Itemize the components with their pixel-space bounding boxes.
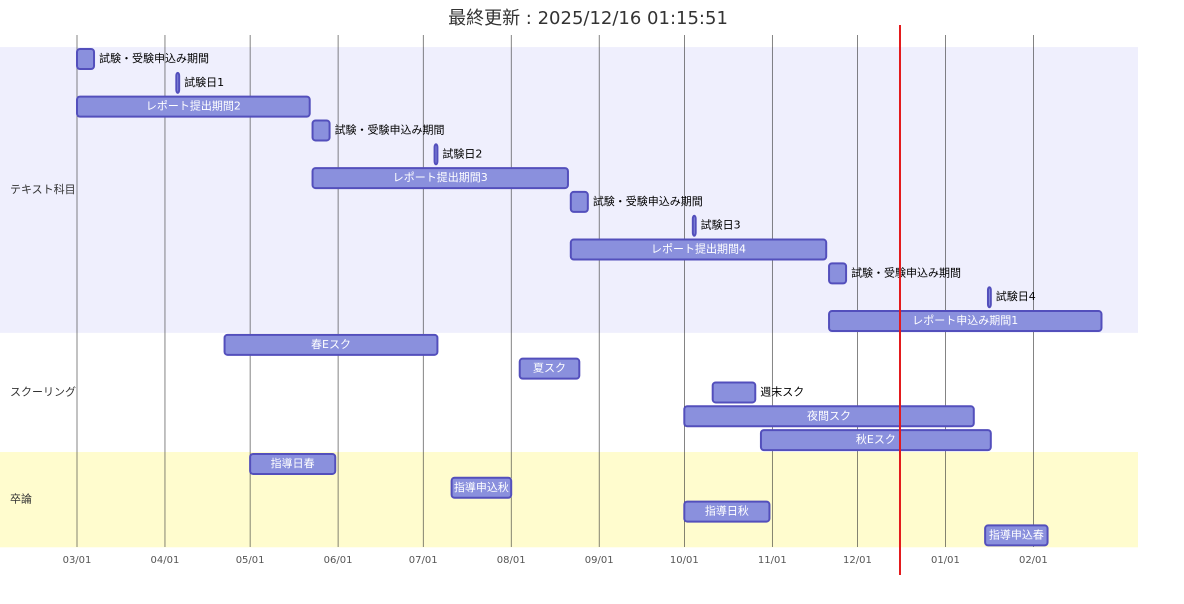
task-label: レポート提出期間2 xyxy=(146,99,241,113)
section-label: テキスト科目 xyxy=(10,182,76,196)
task-label: 指導日春 xyxy=(271,456,315,470)
task-bar xyxy=(249,452,337,475)
x-tick-label: 10/01 xyxy=(670,555,699,566)
task-label: 試験日3 xyxy=(701,218,741,232)
task-bar xyxy=(828,262,848,285)
section-band xyxy=(0,47,1138,333)
task-bar xyxy=(433,143,439,166)
x-tick-label: 08/01 xyxy=(497,555,526,566)
task-label: レポート提出期間4 xyxy=(651,242,746,256)
task-bar xyxy=(828,310,1103,333)
x-tick-label: 12/01 xyxy=(843,555,872,566)
x-tick-label: 11/01 xyxy=(758,555,787,566)
chart-title: 最終更新 : 2025/12/16 01:15:51 xyxy=(448,8,728,29)
section-label: 卒論 xyxy=(10,492,32,506)
task-bar xyxy=(175,71,181,94)
task-label: レポート提出期間3 xyxy=(393,170,488,184)
task-bar xyxy=(691,214,697,237)
task-bar xyxy=(311,167,569,190)
x-tick-label: 09/01 xyxy=(585,555,614,566)
task-label: 夏スク xyxy=(533,362,566,375)
task-label: 夜間スク xyxy=(807,408,851,422)
task-bar xyxy=(223,333,439,356)
task-label: 週末スク xyxy=(760,384,804,398)
task-label: 指導日秋 xyxy=(705,504,749,518)
task-bar xyxy=(76,48,96,70)
task-label: 試験日4 xyxy=(996,289,1036,303)
task-label: レポート申込み期間1 xyxy=(912,314,1018,327)
x-tick-label: 02/01 xyxy=(1019,555,1048,566)
task-bar xyxy=(311,119,331,142)
task-bar xyxy=(569,238,828,261)
x-tick-label: 01/01 xyxy=(931,555,960,566)
x-tick-label: 06/01 xyxy=(324,555,353,566)
task-bar xyxy=(76,95,311,118)
task-bar xyxy=(683,500,771,523)
task-bar xyxy=(569,190,589,213)
task-bar xyxy=(518,357,581,380)
task-bar xyxy=(759,429,992,452)
task-label: 試験・受験申込み期間 xyxy=(99,51,209,65)
task-label: 試験・受験申込み期間 xyxy=(593,194,703,208)
x-tick-label: 07/01 xyxy=(409,555,438,566)
task-label: 秋Eスク xyxy=(856,432,896,446)
task-bar xyxy=(683,405,975,428)
task-label: 試験・受験申込み期間 xyxy=(335,122,445,136)
task-bar xyxy=(450,476,513,499)
task-label: 指導申込春 xyxy=(989,527,1044,541)
task-label: 試験・受験申込み期間 xyxy=(851,265,961,279)
task-bar xyxy=(711,381,757,404)
task-bar xyxy=(986,286,992,309)
task-label: 試験日2 xyxy=(442,146,482,160)
task-label: 試験日1 xyxy=(184,75,224,89)
task-bar xyxy=(984,524,1049,547)
section-label: スクーリング xyxy=(10,384,76,398)
task-label: 春Eスク xyxy=(311,338,351,351)
task-label: 指導申込秋 xyxy=(454,480,509,494)
section-band xyxy=(0,452,1138,548)
x-tick-label: 05/01 xyxy=(236,555,265,566)
x-tick-label: 03/01 xyxy=(63,555,92,566)
x-tick-label: 04/01 xyxy=(151,555,180,566)
